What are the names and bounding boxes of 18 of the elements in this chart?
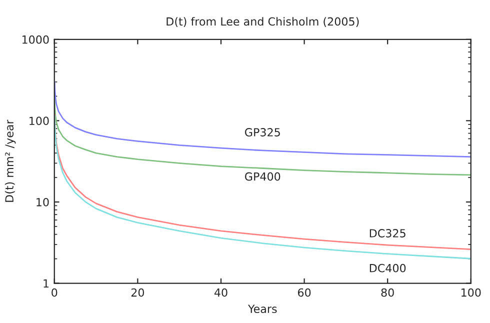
x-tick-label: 20 bbox=[131, 288, 144, 297]
line-series bbox=[54, 81, 471, 158]
series-label: DC400 bbox=[370, 264, 406, 272]
x-tick-label: 60 bbox=[298, 288, 311, 297]
x-tick-label: 80 bbox=[381, 288, 394, 297]
series-label: GP400 bbox=[245, 172, 280, 181]
series-label: DC325 bbox=[370, 229, 406, 238]
x-axis-title: Years bbox=[248, 304, 277, 314]
y-tick-label: 1000 bbox=[22, 35, 49, 44]
y-tick-label: 1 bbox=[44, 279, 49, 288]
y-tick-label: 100 bbox=[30, 116, 49, 126]
series-label: GP325 bbox=[245, 128, 280, 136]
y-axis-title: D(t) mm² /year bbox=[4, 120, 16, 202]
x-tick-label: 0 bbox=[52, 288, 58, 297]
y-tick-label: 10 bbox=[36, 198, 49, 206]
chart-title: D(t) from Lee and Chisholm (2005) bbox=[166, 17, 359, 27]
x-tick-label: 100 bbox=[462, 288, 481, 297]
x-tick-label: 40 bbox=[214, 288, 228, 297]
